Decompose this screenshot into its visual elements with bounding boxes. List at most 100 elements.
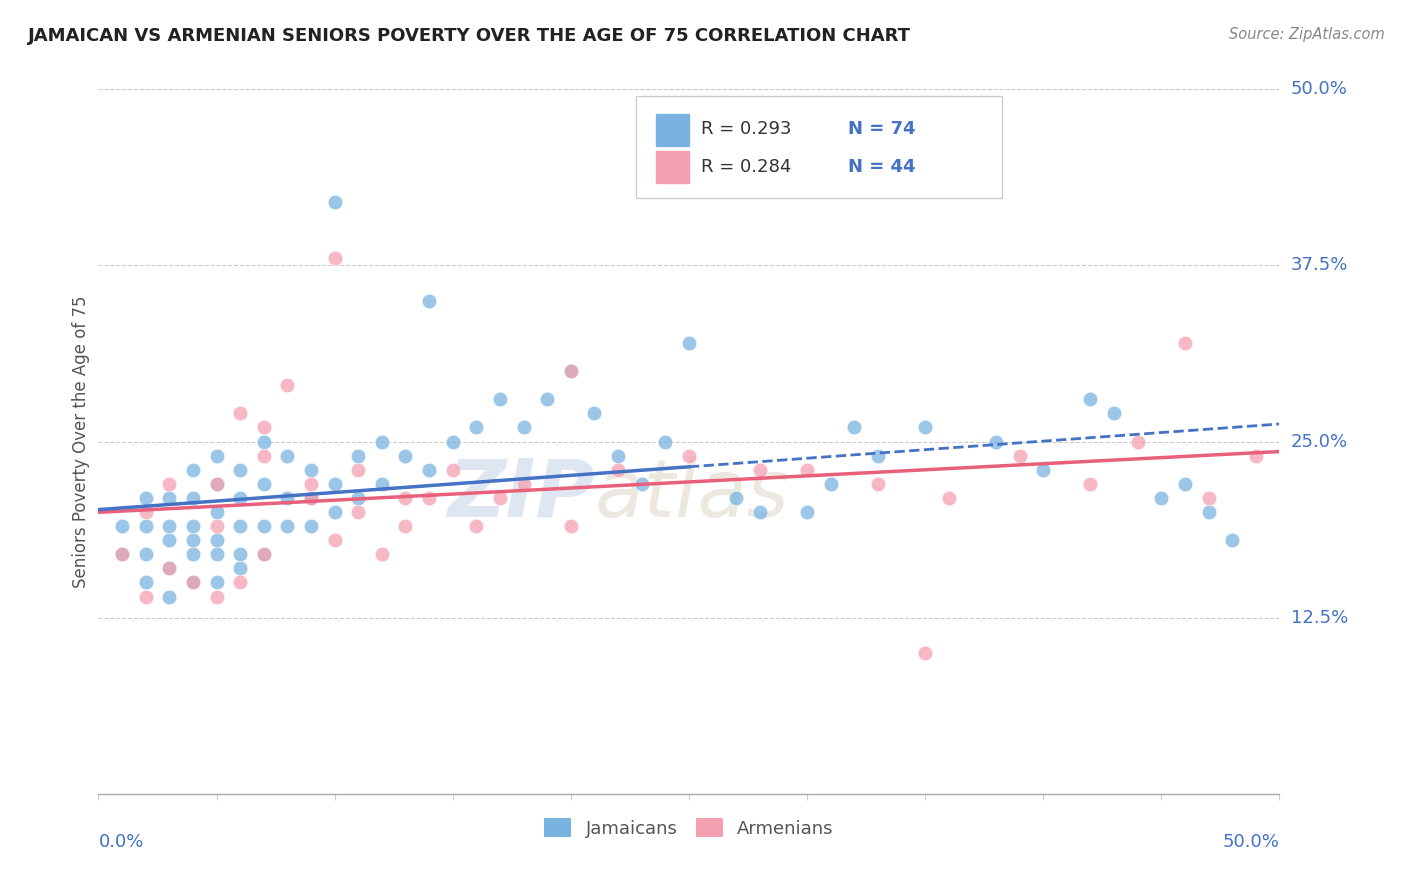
Point (276, 491, 298, 505)
Point (866, 476, 889, 491)
Text: 50.0%: 50.0% (1223, 832, 1279, 851)
Point (323, 505, 346, 519)
Point (299, 476, 322, 491)
Point (796, 463, 818, 477)
Point (157, 561, 180, 575)
Point (135, 590, 157, 604)
Point (512, 420, 534, 434)
Point (157, 491, 180, 505)
Text: N = 74: N = 74 (848, 120, 915, 138)
Point (135, 519, 157, 533)
Bar (655, 114, 689, 145)
Point (253, 547, 276, 561)
Point (276, 519, 298, 533)
Point (347, 491, 370, 505)
Text: 37.5%: 37.5% (1291, 256, 1348, 275)
Text: ZIP: ZIP (447, 456, 595, 533)
Text: N = 44: N = 44 (848, 158, 915, 176)
Point (394, 491, 416, 505)
Text: R = 0.284: R = 0.284 (700, 158, 792, 176)
Point (560, 519, 582, 533)
Point (347, 505, 370, 519)
Point (1198, 491, 1220, 505)
Point (229, 406, 252, 420)
Point (630, 476, 652, 491)
Point (465, 420, 488, 434)
Point (299, 519, 322, 533)
Point (253, 434, 276, 449)
Point (607, 463, 630, 477)
Point (157, 590, 180, 604)
Point (111, 547, 134, 561)
Point (489, 491, 512, 505)
Point (984, 434, 1007, 449)
Point (394, 449, 416, 463)
Point (560, 364, 582, 378)
Point (323, 252, 346, 266)
Point (371, 434, 394, 449)
Point (796, 505, 818, 519)
Point (111, 547, 134, 561)
Text: R = 0.293: R = 0.293 (700, 120, 792, 138)
Point (253, 420, 276, 434)
Point (1198, 505, 1220, 519)
Point (181, 575, 204, 590)
Point (1220, 533, 1243, 548)
Point (725, 491, 748, 505)
Point (253, 547, 276, 561)
Point (181, 547, 204, 561)
Point (299, 491, 322, 505)
Point (276, 378, 298, 392)
Text: 25.0%: 25.0% (1291, 433, 1348, 450)
Point (181, 533, 204, 548)
Text: 12.5%: 12.5% (1291, 608, 1348, 627)
Point (418, 293, 440, 308)
Bar (655, 152, 689, 183)
Point (418, 491, 440, 505)
Point (323, 194, 346, 209)
Point (347, 463, 370, 477)
Text: Source: ZipAtlas.com: Source: ZipAtlas.com (1229, 27, 1385, 42)
Point (205, 533, 228, 548)
Point (914, 646, 936, 660)
Point (135, 547, 157, 561)
Point (418, 463, 440, 477)
Point (1174, 476, 1197, 491)
FancyBboxPatch shape (636, 96, 1002, 198)
Point (512, 476, 534, 491)
Point (157, 519, 180, 533)
Point (1080, 392, 1102, 407)
Point (844, 420, 866, 434)
Point (181, 519, 204, 533)
Point (157, 476, 180, 491)
Point (748, 463, 770, 477)
Y-axis label: Seniors Poverty Over the Age of 75: Seniors Poverty Over the Age of 75 (72, 295, 90, 588)
Point (135, 505, 157, 519)
Point (1244, 449, 1267, 463)
Text: atlas: atlas (595, 456, 789, 533)
Point (678, 335, 700, 350)
Point (820, 476, 842, 491)
Point (394, 519, 416, 533)
Point (1080, 476, 1102, 491)
Point (489, 392, 512, 407)
Point (229, 561, 252, 575)
Point (205, 476, 228, 491)
Point (181, 463, 204, 477)
Point (205, 547, 228, 561)
Point (229, 519, 252, 533)
Point (465, 519, 488, 533)
Point (1150, 491, 1173, 505)
Point (205, 505, 228, 519)
Point (560, 364, 582, 378)
Point (748, 505, 770, 519)
Point (205, 519, 228, 533)
Text: JAMAICAN VS ARMENIAN SENIORS POVERTY OVER THE AGE OF 75 CORRELATION CHART: JAMAICAN VS ARMENIAN SENIORS POVERTY OVE… (28, 27, 911, 45)
Point (253, 449, 276, 463)
Point (1102, 406, 1125, 420)
Point (536, 392, 558, 407)
Legend: Jamaicans, Armenians: Jamaicans, Armenians (537, 811, 841, 845)
Point (205, 449, 228, 463)
Point (253, 519, 276, 533)
Point (229, 547, 252, 561)
